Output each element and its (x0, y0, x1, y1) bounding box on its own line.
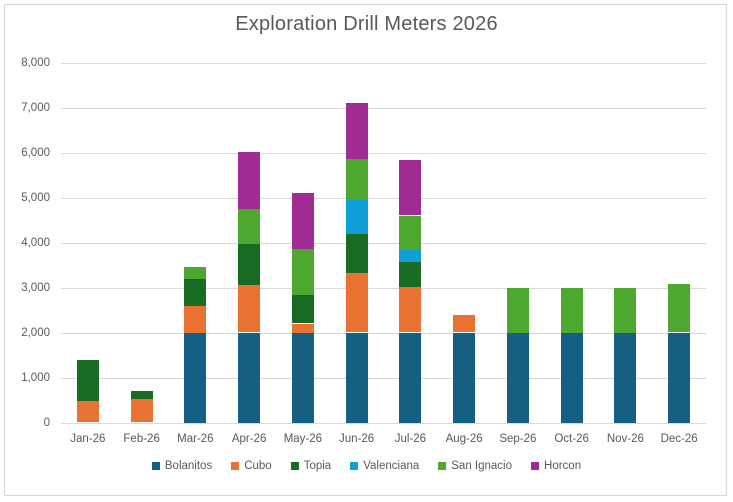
gridline (61, 332, 706, 334)
y-tick-label: 0 (43, 416, 50, 429)
x-axis-label-feb-26: Feb-26 (123, 432, 160, 445)
bar-dec-26-san-ignacio[interactable] (668, 284, 691, 333)
bar-jul-26-horcon[interactable] (399, 159, 422, 216)
y-tick-label: 6,000 (21, 146, 50, 159)
bar-may-26-cubo[interactable] (291, 323, 314, 333)
x-axis-label-jul-26: Jul-26 (394, 432, 427, 445)
bar-mar-26-bolanitos[interactable] (184, 332, 207, 423)
gridline (61, 107, 706, 109)
y-tick-label: 4,000 (21, 236, 50, 249)
legend-swatch-icon (231, 462, 240, 470)
bar-jul-26-bolanitos[interactable] (399, 332, 422, 423)
bar-mar-26-cubo[interactable] (184, 305, 207, 333)
legend-item-cubo[interactable]: Cubo (231, 460, 272, 472)
legend: Bolanitos Cubo Topia Valenciana San Ignacio H… (0, 460, 733, 472)
bar-dec-26-bolanitos[interactable] (668, 332, 691, 423)
gridline (61, 197, 706, 199)
legend-swatch-icon (531, 462, 540, 470)
bar-jun-26-valenciana[interactable] (345, 199, 368, 234)
gridline (61, 242, 706, 244)
y-tick-label: 5,000 (21, 191, 50, 204)
legend-item-bolanitos[interactable]: Bolanitos (151, 460, 213, 472)
bar-may-26-bolanitos[interactable] (291, 332, 314, 423)
x-axis-label-apr-26: Apr-26 (231, 432, 267, 445)
bar-jan-26-cubo[interactable] (76, 400, 99, 423)
bar-sep-26-san-ignacio[interactable] (506, 287, 529, 333)
bar-apr-26-san-ignacio[interactable] (238, 209, 261, 245)
legend-swatch-icon (290, 462, 299, 470)
bar-jul-26-topia[interactable] (399, 262, 422, 287)
x-axis-label-oct-26: Oct-26 (554, 432, 589, 445)
bar-aug-26-bolanitos[interactable] (453, 332, 476, 423)
chart-title: Exploration Drill Meters 2026 (235, 13, 498, 35)
legend-swatch-icon (350, 462, 359, 470)
legend-item-horcon[interactable]: Horcon (531, 460, 581, 472)
legend-label: Bolanitos (164, 460, 213, 472)
bar-feb-26-cubo[interactable] (130, 398, 153, 423)
gridline (61, 62, 706, 64)
bar-apr-26-bolanitos[interactable] (238, 332, 261, 423)
legend-swatch-icon (438, 462, 447, 470)
bar-nov-26-san-ignacio[interactable] (614, 287, 637, 333)
legend-label: Topia (303, 460, 332, 472)
x-axis-label-aug-26: Aug-26 (445, 432, 483, 445)
gridline (61, 287, 706, 289)
x-axis-label-nov-26: Nov-26 (606, 432, 644, 445)
y-tick-label: 7,000 (21, 101, 50, 114)
y-tick-label: 1,000 (21, 371, 50, 384)
y-tick-label: 3,000 (21, 281, 50, 294)
gridline (61, 152, 706, 154)
gridline (61, 377, 706, 379)
x-axis-label-may-26: May-26 (283, 432, 323, 445)
bar-jul-26-valenciana[interactable] (399, 249, 422, 263)
bar-jul-26-san-ignacio[interactable] (399, 215, 422, 250)
bar-oct-26-san-ignacio[interactable] (560, 287, 583, 333)
legend-item-san-ignacio[interactable]: San Ignacio (438, 460, 512, 472)
bar-apr-26-topia[interactable] (238, 244, 261, 285)
bar-jun-26-horcon[interactable] (345, 103, 368, 160)
bar-jun-26-cubo[interactable] (345, 272, 368, 333)
bar-apr-26-horcon[interactable] (238, 152, 261, 210)
bar-jul-26-cubo[interactable] (399, 286, 422, 333)
y-tick-label: 2,000 (21, 326, 50, 339)
gridline (61, 422, 706, 424)
y-tick-label: 8,000 (21, 56, 50, 69)
bar-feb-26-topia[interactable] (130, 391, 153, 399)
bar-may-26-horcon[interactable] (291, 192, 314, 249)
x-axis-label-jan-26: Jan-26 (70, 432, 106, 445)
bar-mar-26-san-ignacio[interactable] (184, 267, 207, 279)
bar-jun-26-topia[interactable] (345, 233, 368, 273)
bar-mar-26-topia[interactable] (184, 278, 207, 306)
legend-label: San Ignacio (451, 460, 513, 472)
bar-apr-26-cubo[interactable] (238, 284, 261, 333)
bar-jun-26-san-ignacio[interactable] (345, 159, 368, 200)
bar-aug-26-cubo[interactable] (453, 315, 476, 333)
legend-label: Valenciana (363, 460, 420, 472)
x-axis-label-dec-26: Dec-26 (660, 432, 698, 445)
legend-item-topia[interactable]: Topia (290, 460, 332, 472)
bar-jan-26-topia[interactable] (76, 359, 99, 401)
legend-item-valenciana[interactable]: Valenciana (350, 460, 419, 472)
bar-oct-26-bolanitos[interactable] (560, 332, 583, 423)
legend-label: Horcon (544, 460, 582, 472)
bar-nov-26-bolanitos[interactable] (614, 332, 637, 423)
bar-sep-26-bolanitos[interactable] (506, 332, 529, 423)
x-axis-label-mar-26: Mar-26 (177, 432, 214, 445)
bar-may-26-topia[interactable] (291, 295, 314, 324)
legend-swatch-icon (151, 462, 160, 470)
x-axis-label-jun-26: Jun-26 (339, 432, 375, 445)
bar-jun-26-bolanitos[interactable] (345, 332, 368, 423)
legend-label: Cubo (244, 460, 272, 472)
x-axis-label-sep-26: Sep-26 (499, 432, 537, 445)
bar-may-26-san-ignacio[interactable] (291, 248, 314, 296)
